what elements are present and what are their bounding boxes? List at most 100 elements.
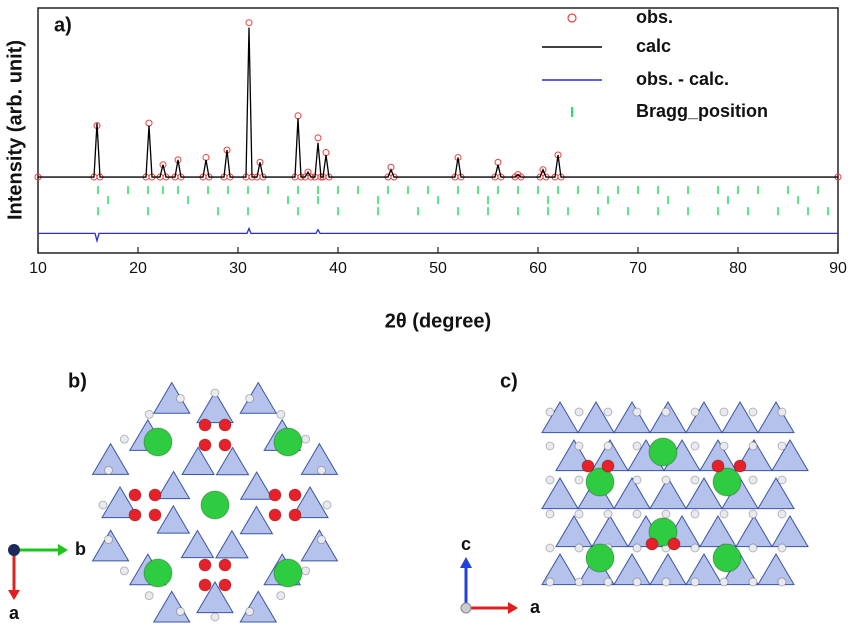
polyhedron <box>196 581 234 614</box>
atom-red <box>128 508 142 522</box>
atom-o <box>103 465 113 475</box>
axis-name: a <box>530 597 541 617</box>
atom-o <box>574 475 584 485</box>
atom-red <box>198 578 212 592</box>
atom-large <box>585 467 615 497</box>
polyhedron <box>300 442 339 475</box>
atom-o <box>603 509 613 519</box>
atom-o <box>777 577 787 587</box>
atom-o <box>661 475 671 485</box>
legend-label: obs. <box>636 7 673 27</box>
atom-o <box>603 441 613 451</box>
atom-red <box>128 488 142 502</box>
atom-red <box>148 488 162 502</box>
atom-red <box>288 508 302 522</box>
polyhedron <box>757 553 795 586</box>
atom-o <box>690 543 700 553</box>
polyhedron <box>152 590 191 623</box>
atom-o <box>632 441 642 451</box>
atom-o <box>748 543 758 553</box>
atom-red <box>218 418 232 432</box>
polyhedron <box>91 442 130 475</box>
axis-name: c <box>461 534 471 554</box>
atom-large <box>648 437 678 467</box>
atom-o <box>719 577 729 587</box>
atom-o <box>690 577 700 587</box>
obs-point <box>539 166 547 174</box>
obs-point <box>304 168 312 176</box>
plot-frame <box>37 7 839 254</box>
x-tick-label: 20 <box>129 260 147 277</box>
arrow-head <box>460 557 472 568</box>
atom-o <box>276 591 286 601</box>
atom-o <box>574 577 584 587</box>
obs-point <box>145 119 153 127</box>
atom-o <box>690 509 700 519</box>
arrow-head <box>8 590 20 600</box>
atom-red <box>268 488 282 502</box>
x-axis-label: 2θ (degree) <box>385 310 491 332</box>
atom-o <box>748 441 758 451</box>
obs-point <box>245 19 253 27</box>
polyhedron <box>215 446 250 476</box>
atom-large <box>273 427 303 457</box>
atom-o <box>603 407 613 417</box>
atom-large <box>200 490 230 520</box>
polyhedron <box>181 446 215 476</box>
atom-o <box>545 543 555 553</box>
atom-o <box>545 441 555 451</box>
polyhedron <box>649 401 687 434</box>
polyhedron <box>541 401 579 434</box>
polyhedron <box>300 529 339 562</box>
polyhedron <box>239 590 278 623</box>
x-tick-label: 30 <box>229 260 247 277</box>
atom-o <box>603 577 613 587</box>
polyhedron <box>156 504 191 534</box>
polyhedron <box>685 553 723 586</box>
obs-point <box>322 149 330 157</box>
x-tick-label: 60 <box>529 260 547 277</box>
atom-red <box>733 459 747 473</box>
atom-o <box>322 500 332 510</box>
y-axis-label: Intensity (arb. unit) <box>4 40 26 220</box>
polyhedron <box>239 505 274 535</box>
legend-label: obs. - calc. <box>636 69 729 89</box>
atom-red <box>601 459 615 473</box>
atom-o <box>632 475 642 485</box>
obs-point <box>314 134 322 142</box>
atom-o <box>661 509 671 519</box>
polyhedron <box>771 515 809 548</box>
polyhedron <box>215 529 249 559</box>
polyhedron <box>771 439 809 472</box>
atom-red <box>198 418 212 432</box>
polyhedron <box>685 477 723 510</box>
x-tick-label: 70 <box>629 260 647 277</box>
atom-o <box>632 407 642 417</box>
panel-label: c) <box>500 370 518 392</box>
atom-o <box>144 591 154 601</box>
atom-red <box>288 488 302 502</box>
atom-o <box>777 543 787 553</box>
atom-o <box>276 409 286 419</box>
atom-o <box>777 509 787 519</box>
atom-o <box>301 566 311 576</box>
atom-red <box>711 459 725 473</box>
atom-red <box>218 558 232 572</box>
atom-o <box>574 509 584 519</box>
polyhedron <box>101 486 139 519</box>
atom-o <box>777 407 787 417</box>
atom-o <box>175 393 185 403</box>
x-tick-label: 80 <box>729 260 747 277</box>
atom-o <box>210 612 220 622</box>
polyhedron <box>196 391 234 424</box>
polyhedron <box>91 529 130 562</box>
obs-point <box>202 153 210 161</box>
polyhedron <box>180 529 215 559</box>
atom-o <box>632 577 642 587</box>
atom-large <box>143 427 173 457</box>
polyhedron <box>541 553 579 586</box>
series-line <box>38 226 838 244</box>
polyhedron <box>699 515 737 548</box>
polyhedron <box>685 401 723 434</box>
